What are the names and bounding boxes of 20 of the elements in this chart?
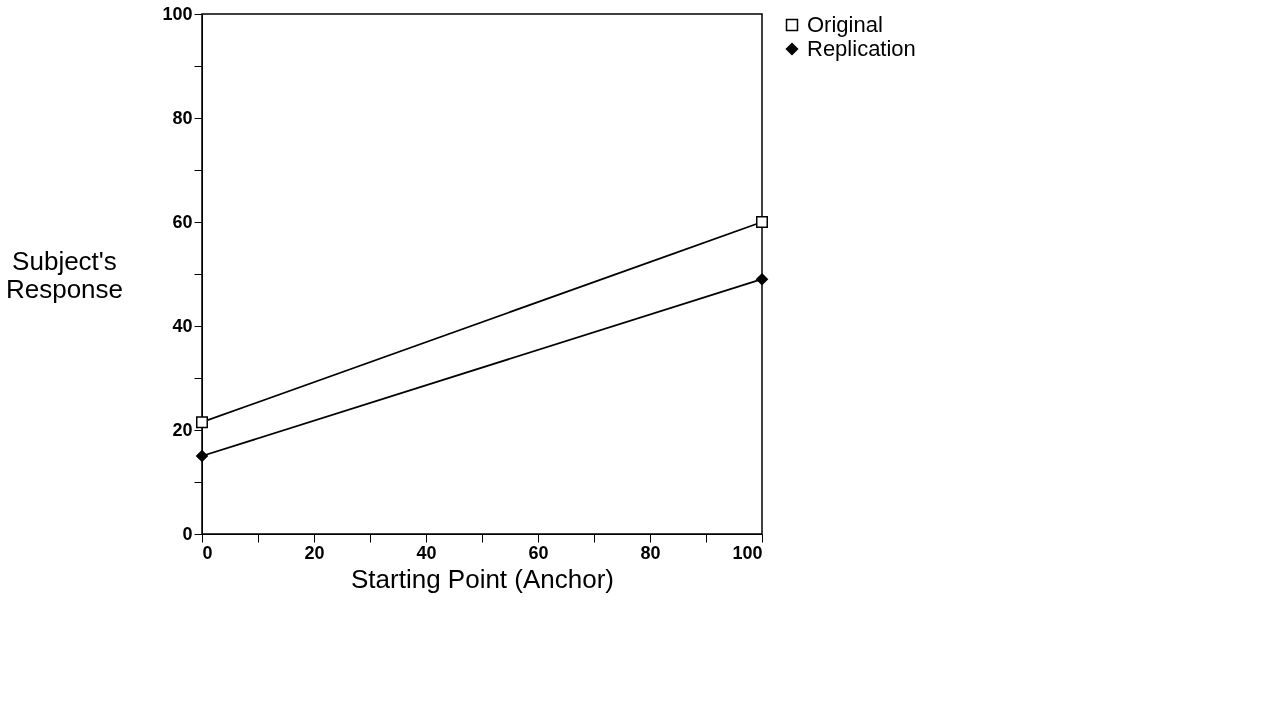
- y-tick-label: 60: [172, 211, 193, 232]
- y-axis-title: Subject's Response: [5, 245, 124, 304]
- x-tick-label: 60: [528, 542, 549, 563]
- y-tick-label: 20: [172, 419, 193, 440]
- x-tick-label: 100: [732, 542, 763, 563]
- point: [756, 273, 768, 286]
- legend-label: Original: [807, 12, 883, 37]
- x-tick-label: 80: [640, 542, 661, 563]
- x-axis-title: Starting Point (Anchor): [350, 563, 615, 594]
- legend-label: Replication: [807, 36, 916, 61]
- x-tick-label: 40: [416, 542, 437, 563]
- x-tick-label: 20: [304, 542, 325, 563]
- y-tick-label: 0: [182, 523, 193, 544]
- point: [196, 450, 208, 462]
- y-tick-label: 40: [172, 315, 193, 336]
- y-tick-label: 100: [162, 3, 193, 24]
- y-tick-label: 80: [172, 107, 193, 128]
- point: [196, 416, 208, 429]
- point: [756, 216, 768, 228]
- x-tick-label: 0: [202, 542, 213, 563]
